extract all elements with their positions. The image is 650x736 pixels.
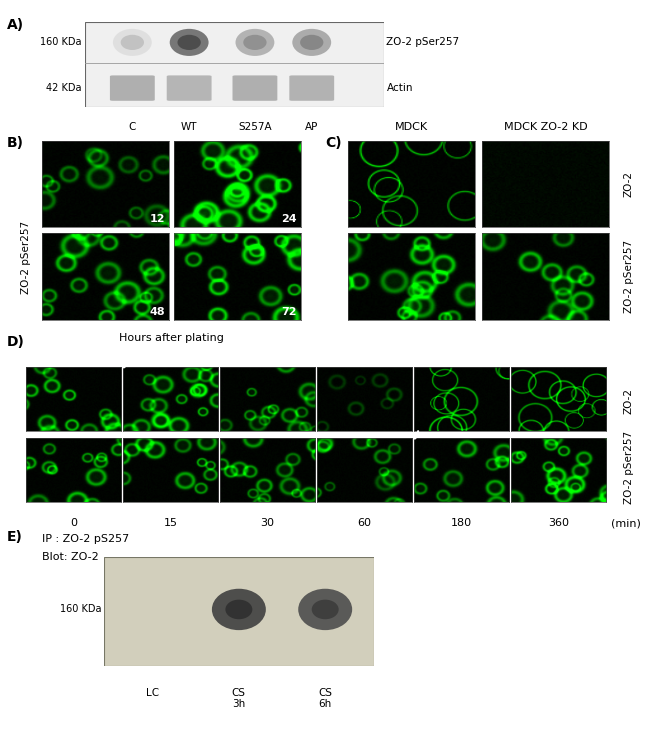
Text: 15: 15: [163, 518, 177, 528]
Text: ZO-2: ZO-2: [624, 388, 634, 414]
Text: B): B): [6, 136, 23, 150]
Text: 72: 72: [281, 307, 297, 316]
FancyBboxPatch shape: [110, 75, 155, 101]
Text: 30: 30: [261, 518, 274, 528]
Ellipse shape: [300, 35, 324, 50]
Ellipse shape: [226, 600, 252, 619]
Text: 0: 0: [70, 518, 77, 528]
Text: S257A: S257A: [238, 122, 272, 132]
Ellipse shape: [298, 589, 352, 630]
Ellipse shape: [177, 35, 201, 50]
Text: CS
3h: CS 3h: [232, 688, 246, 710]
Text: CS
6h: CS 6h: [318, 688, 332, 710]
Text: 180: 180: [451, 518, 472, 528]
Text: MDCK: MDCK: [395, 121, 428, 132]
Text: WT: WT: [181, 122, 198, 132]
Text: ZO-2 pSer257: ZO-2 pSer257: [387, 38, 460, 47]
Text: 60: 60: [358, 518, 371, 528]
Ellipse shape: [212, 589, 266, 630]
Text: 160 KDa: 160 KDa: [60, 604, 101, 615]
Text: Blot: ZO-2: Blot: ZO-2: [42, 552, 99, 562]
FancyBboxPatch shape: [233, 75, 278, 101]
FancyBboxPatch shape: [289, 75, 334, 101]
Text: C): C): [325, 136, 342, 150]
Text: LC: LC: [146, 688, 159, 698]
Ellipse shape: [121, 35, 144, 50]
Text: C: C: [129, 122, 136, 132]
Text: 24: 24: [281, 214, 297, 224]
Text: 12: 12: [150, 214, 165, 224]
Ellipse shape: [170, 29, 209, 56]
Text: 360: 360: [548, 518, 569, 528]
Text: ZO-2: ZO-2: [624, 171, 634, 197]
Text: ZO-2 pSer257: ZO-2 pSer257: [624, 240, 634, 314]
Text: Hours after plating: Hours after plating: [119, 333, 224, 344]
Text: A): A): [6, 18, 23, 32]
Ellipse shape: [292, 29, 332, 56]
Text: 160 KDa: 160 KDa: [40, 38, 81, 47]
Text: ZO-2 pSer257: ZO-2 pSer257: [624, 431, 634, 504]
Text: E): E): [6, 530, 22, 544]
FancyBboxPatch shape: [167, 75, 211, 101]
Text: MDCK ZO-2 KD: MDCK ZO-2 KD: [504, 121, 588, 132]
Text: Actin: Actin: [387, 83, 413, 93]
Text: 42 KDa: 42 KDa: [46, 83, 81, 93]
Ellipse shape: [113, 29, 152, 56]
Text: ZO-2 pSer257: ZO-2 pSer257: [21, 221, 31, 294]
Ellipse shape: [235, 29, 274, 56]
Ellipse shape: [312, 600, 339, 619]
Ellipse shape: [243, 35, 266, 50]
Text: 48: 48: [150, 307, 165, 316]
Text: IP : ZO-2 pS257: IP : ZO-2 pS257: [42, 534, 129, 544]
Text: D): D): [6, 335, 25, 349]
Text: (min): (min): [611, 518, 641, 528]
Text: AP: AP: [305, 122, 318, 132]
